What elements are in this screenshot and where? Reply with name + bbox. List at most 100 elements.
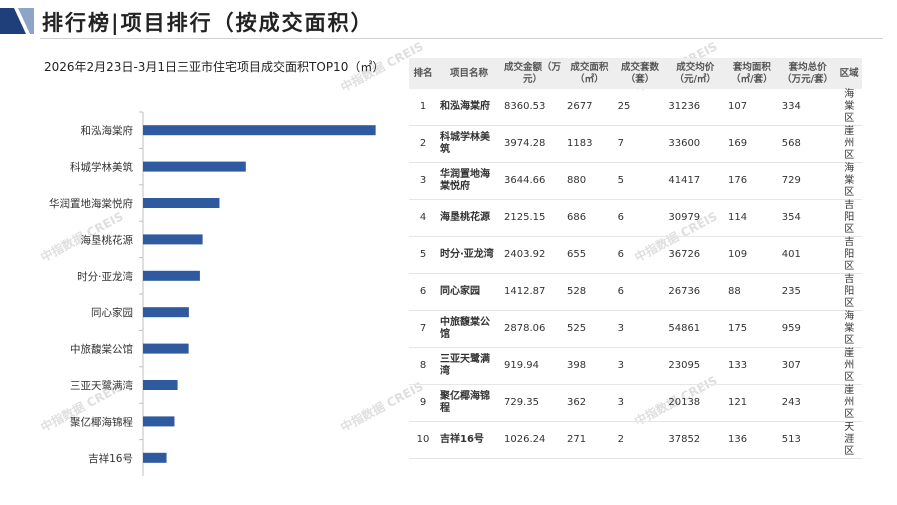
page-header: 排行榜|项目排行（按成交面积） — [0, 0, 897, 44]
cell-units: 6 — [614, 236, 666, 274]
cell-project-name: 吉祥16号 — [437, 421, 501, 459]
cell-area: 398 — [563, 347, 615, 385]
cell-project-name: 和泓海棠府 — [437, 89, 501, 126]
cell-rank: 3 — [409, 162, 437, 200]
bar — [143, 270, 200, 281]
cell-rank: 5 — [409, 236, 437, 274]
cell-avg-area: 169 — [725, 125, 779, 163]
table-header-row: 排名 项目名称 成交金额（万元） 成交面积（㎡） 成交套数（套） 成交均价（元/… — [409, 58, 862, 89]
cell-amount: 919.94 — [501, 347, 564, 385]
cell-project-name: 聚亿椰海锦程 — [437, 384, 501, 422]
bar — [143, 380, 178, 390]
cell-avg-total: 334 — [778, 89, 837, 126]
cell-amount: 3974.28 — [501, 125, 564, 163]
cell-units: 5 — [614, 162, 666, 200]
table-row: 1 和泓海棠府 8360.53 2677 25 31236 107 334 海棠区 — [409, 89, 862, 126]
chart-title: 2026年2月23日-3月1日三亚市住宅项目成交面积TOP10（㎡） — [44, 60, 385, 74]
cell-district: 吉阳区 — [836, 199, 862, 237]
cell-avg-price: 41417 — [665, 162, 726, 200]
cell-avg-area: 175 — [725, 310, 779, 348]
cell-avg-area: 133 — [725, 347, 779, 385]
bar — [143, 198, 220, 208]
cell-avg-total: 729 — [778, 162, 837, 200]
cell-district: 崖州区 — [836, 347, 862, 385]
cell-area: 271 — [563, 421, 615, 459]
header-avg-price: 成交均价（元/㎡） — [665, 58, 726, 89]
cell-area: 686 — [563, 199, 615, 237]
cell-avg-total: 568 — [778, 125, 837, 163]
header-amount: 成交金额（万元） — [501, 58, 564, 89]
cell-avg-area: 136 — [725, 421, 779, 459]
ranking-table: 排名 项目名称 成交金额（万元） 成交面积（㎡） 成交套数（套） 成交均价（元/… — [409, 58, 862, 459]
cell-amount: 1412.87 — [501, 273, 564, 311]
bar — [143, 161, 246, 172]
cell-area: 528 — [563, 273, 615, 311]
cell-avg-price: 33600 — [665, 125, 726, 163]
category-label: 三亚天鹭满湾 — [70, 379, 133, 392]
cell-avg-area: 107 — [725, 89, 779, 126]
cell-amount: 8360.53 — [501, 89, 564, 126]
cell-rank: 10 — [409, 421, 437, 459]
cell-project-name: 时分·亚龙湾 — [437, 236, 501, 274]
cell-project-name: 同心家园 — [437, 273, 501, 311]
cell-project-name: 科城学林美筑 — [437, 125, 501, 163]
table-row: 10 吉祥16号 1026.24 271 2 37852 136 513 天涯区 — [409, 421, 862, 459]
cell-avg-total: 235 — [778, 273, 837, 311]
cell-district: 天涯区 — [836, 421, 862, 459]
table-row: 5 时分·亚龙湾 2403.92 655 6 36726 109 401 吉阳区 — [409, 236, 862, 274]
cell-avg-total: 243 — [778, 384, 837, 422]
header-logo-mark — [0, 8, 34, 34]
cell-area: 362 — [563, 384, 615, 422]
cell-avg-area: 88 — [725, 273, 779, 311]
table-row: 2 科城学林美筑 3974.28 1183 7 33600 169 568 崖州区 — [409, 125, 862, 163]
category-label: 和泓海棠府 — [81, 124, 134, 137]
header-rank: 排名 — [409, 58, 437, 89]
cell-district: 吉阳区 — [836, 273, 862, 311]
cell-avg-area: 109 — [725, 236, 779, 274]
cell-units: 6 — [614, 199, 666, 237]
cell-district: 崖州区 — [836, 125, 862, 163]
bar — [143, 234, 203, 245]
cell-rank: 4 — [409, 199, 437, 237]
cell-district: 海棠区 — [836, 162, 862, 200]
cell-project-name: 海垦桃花源 — [437, 199, 501, 237]
cell-avg-total: 401 — [778, 236, 837, 274]
cell-avg-total: 959 — [778, 310, 837, 348]
cell-avg-price: 30979 — [665, 199, 726, 237]
cell-rank: 9 — [409, 384, 437, 422]
header-area: 成交面积（㎡） — [563, 58, 615, 89]
cell-project-name: 三亚天鹭满湾 — [437, 347, 501, 385]
cell-avg-total: 307 — [778, 347, 837, 385]
cell-area: 880 — [563, 162, 615, 200]
cell-rank: 6 — [409, 273, 437, 311]
cell-district: 海棠区 — [836, 310, 862, 348]
table-row: 9 聚亿椰海锦程 729.35 362 3 20138 121 243 崖州区 — [409, 384, 862, 422]
cell-avg-price: 20138 — [665, 384, 726, 422]
category-label: 时分·亚龙湾 — [77, 270, 133, 283]
cell-units: 7 — [614, 125, 666, 163]
cell-units: 25 — [614, 89, 666, 126]
cell-avg-area: 114 — [725, 199, 779, 237]
category-label: 同心家园 — [91, 306, 133, 319]
cell-project-name: 中旅馥棠公馆 — [437, 310, 501, 348]
cell-units: 3 — [614, 347, 666, 385]
table-row: 8 三亚天鹭满湾 919.94 398 3 23095 133 307 崖州区 — [409, 347, 862, 385]
cell-avg-price: 31236 — [665, 89, 726, 126]
cell-rank: 8 — [409, 347, 437, 385]
table-row: 7 中旅馥棠公馆 2878.06 525 3 54861 175 959 海棠区 — [409, 310, 862, 348]
cell-district: 吉阳区 — [836, 236, 862, 274]
cell-units: 3 — [614, 310, 666, 348]
bar — [143, 125, 376, 136]
category-label: 华润置地海棠悦府 — [49, 197, 133, 210]
bar — [143, 452, 167, 463]
header-avg-area: 套均面积（㎡/套） — [725, 58, 779, 89]
cell-avg-price: 36726 — [665, 236, 726, 274]
cell-avg-price: 37852 — [665, 421, 726, 459]
header-divider — [40, 38, 883, 39]
cell-area: 1183 — [563, 125, 615, 163]
cell-units: 3 — [614, 384, 666, 422]
cell-avg-price: 23095 — [665, 347, 726, 385]
bar — [143, 343, 189, 354]
cell-units: 2 — [614, 421, 666, 459]
cell-district: 海棠区 — [836, 89, 862, 126]
